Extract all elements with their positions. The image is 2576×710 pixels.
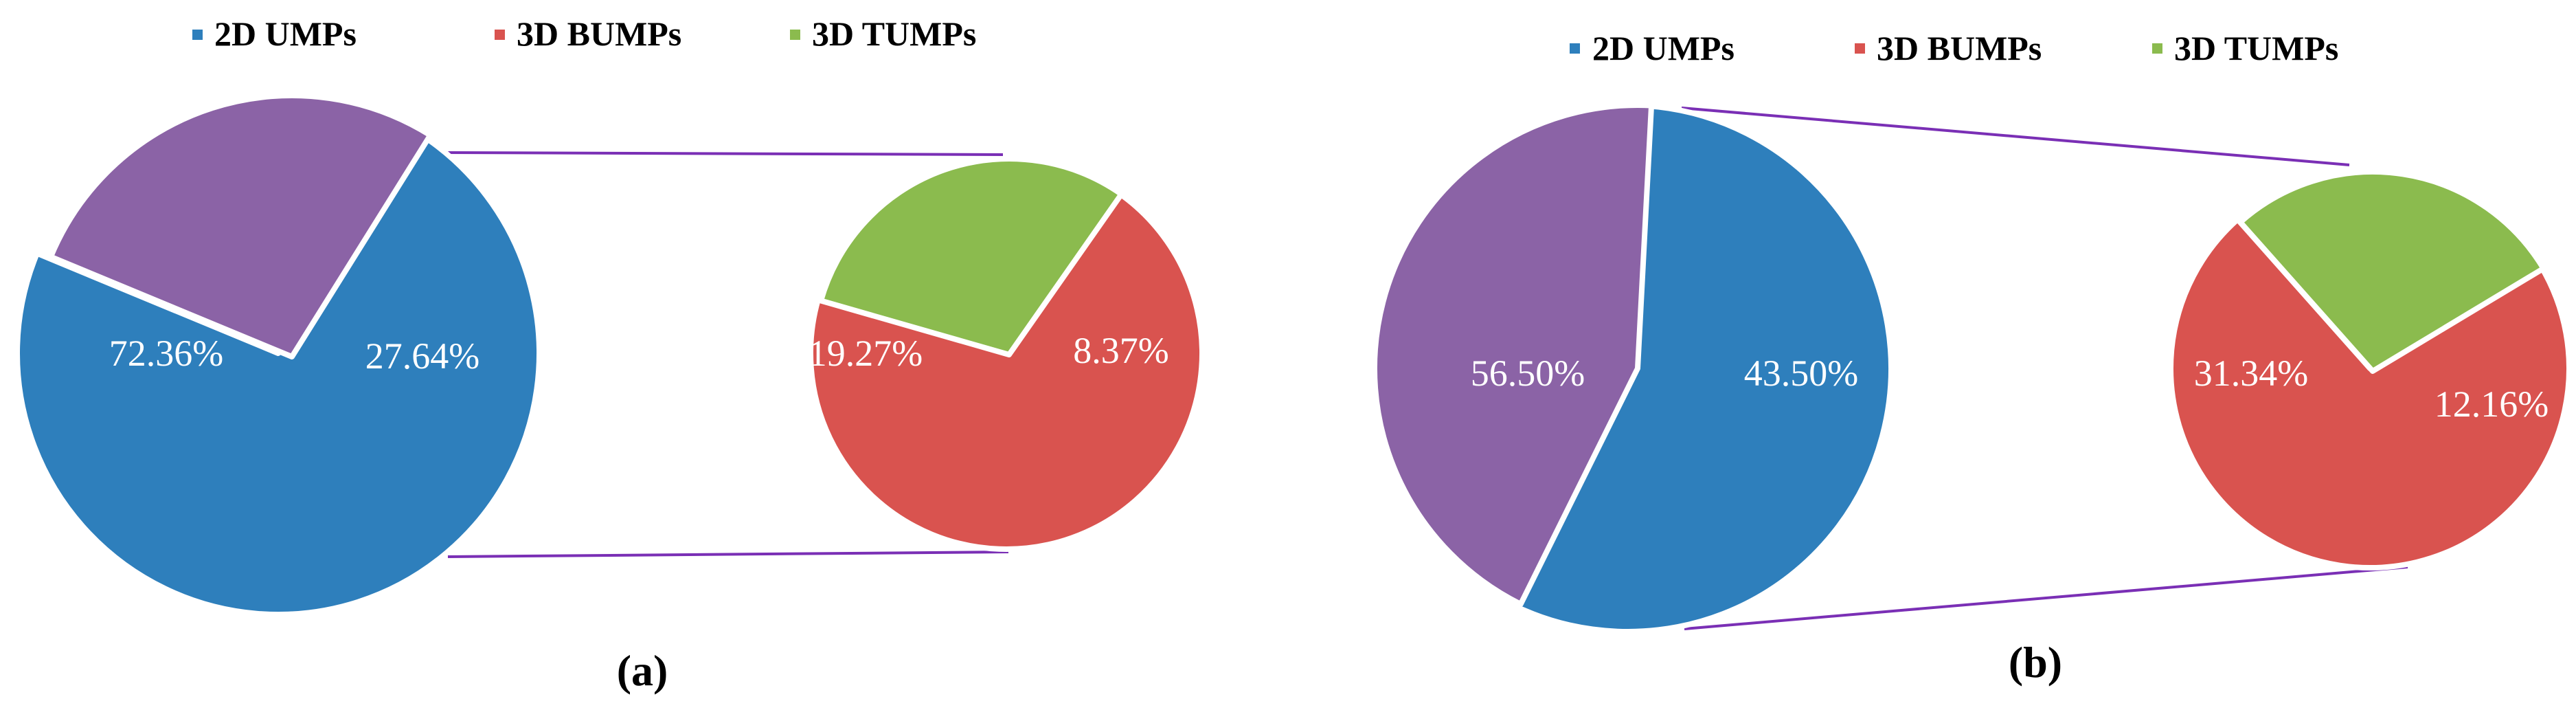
- legend-b-label-1: 3D BUMPs: [1877, 29, 2042, 67]
- secondary-pie-b-label-1: 12.16%: [2434, 384, 2549, 425]
- caption-a: (a): [617, 646, 668, 695]
- secondary-pie-a-slice-0: [808, 190, 1205, 552]
- caption-b: (b): [2009, 638, 2062, 687]
- legend-a-label-0: 2D UMPs: [214, 14, 357, 53]
- legend-b-swatch-2: [2152, 43, 2162, 54]
- connectors-a: [446, 151, 1009, 558]
- connector-a-bottom: [447, 551, 1009, 558]
- secondary-pie-a-label-0: 19.27%: [809, 333, 923, 374]
- legend-b-label-2: 3D TUMPs: [2174, 29, 2338, 67]
- main-pie-b-label-0: 56.50%: [1471, 353, 1585, 394]
- legend-b-label-0: 2D UMPs: [1592, 29, 1735, 67]
- secondary-pie-b-slice-1: [2237, 169, 2546, 374]
- legend-a-label-2: 3D TUMPs: [812, 14, 976, 53]
- legend-a-swatch-2: [790, 30, 800, 40]
- main-pie-b-slice-0: [1508, 102, 1894, 634]
- main-pie-a: 72.36% 27.64%: [14, 93, 542, 617]
- legend-a-swatch-0: [192, 30, 203, 40]
- chart-a: 2D UMPs 3D BUMPs 3D TUMPs 72.36% 27.64% 1…: [14, 14, 1205, 695]
- secondary-pie-b-label-0: 31.34%: [2194, 353, 2308, 394]
- secondary-pie-b-slice-0: [2168, 217, 2572, 570]
- connector-b-top: [1681, 107, 2350, 166]
- main-pie-a-label-1: 27.64%: [365, 335, 479, 377]
- main-pie-b: 56.50% 43.50%: [1372, 102, 1894, 634]
- legend-b: 2D UMPs 3D BUMPs 3D TUMPs: [1570, 29, 2338, 67]
- main-pie-b-slice-1: [1372, 102, 1655, 608]
- secondary-pie-a: 19.27% 8.37%: [808, 156, 1205, 552]
- connector-a-top: [446, 151, 1004, 156]
- legend-b-swatch-0: [1570, 43, 1580, 54]
- main-pie-a-slice-0: [14, 129, 542, 617]
- secondary-pie-b: 31.34% 12.16%: [2168, 169, 2572, 570]
- main-pie-a-slice-1: [47, 93, 433, 359]
- legend-a-swatch-1: [495, 30, 505, 40]
- main-pie-b-label-1: 43.50%: [1744, 353, 1858, 394]
- main-pie-a-label-0: 72.36%: [109, 333, 223, 374]
- secondary-pie-a-label-1: 8.37%: [1073, 330, 1168, 371]
- legend-b-swatch-1: [1855, 43, 1865, 54]
- connector-b-bottom: [1684, 566, 2408, 630]
- chart-b: 2D UMPs 3D BUMPs 3D TUMPs 56.50% 43.50% 3…: [1372, 29, 2572, 687]
- secondary-pie-a-slice-1: [818, 156, 1125, 357]
- connectors-b: [1681, 107, 2408, 630]
- legend-a-label-1: 3D BUMPs: [517, 14, 681, 53]
- legend-a: 2D UMPs 3D BUMPs 3D TUMPs: [192, 14, 976, 53]
